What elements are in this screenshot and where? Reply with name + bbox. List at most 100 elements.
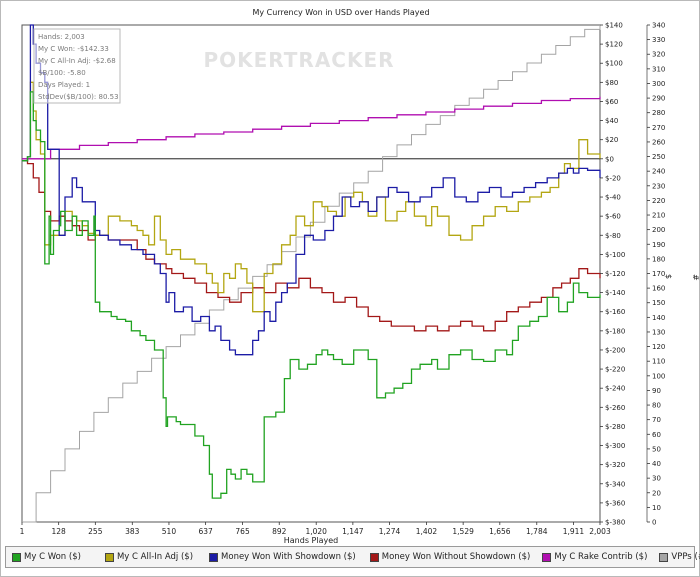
- x-tick-label: 128: [52, 527, 67, 536]
- y-tick-label: $-380: [605, 519, 625, 527]
- series-line-money-won-with-showdown: [22, 24, 601, 356]
- x-tick-label: 1,147: [342, 527, 364, 536]
- legend-label: My C Rake Contrib ($): [554, 552, 648, 562]
- legend-swatch-with-showdown: [209, 552, 219, 562]
- watermark-logo: POKERTRACKER: [203, 48, 394, 72]
- x-tick-label: 510: [162, 527, 177, 536]
- y2-tick-label: 110: [652, 358, 665, 366]
- y-tick-label: $80: [605, 79, 618, 87]
- legend-label: VPPs (#): [671, 552, 700, 562]
- y-tick-label: $-160: [605, 308, 625, 316]
- y2-tick-label: 300: [652, 80, 665, 88]
- y2-tick-label: 210: [652, 212, 665, 220]
- y2-tick-label: 30: [652, 475, 661, 483]
- y-tick-label: $60: [605, 98, 618, 106]
- y2-tick-label: 60: [652, 431, 661, 439]
- x-tick-label: 1,529: [452, 527, 474, 536]
- y-tick-label: $-60: [605, 213, 621, 221]
- legend-item-all-in-adj[interactable]: My C All-In Adj ($): [104, 552, 194, 562]
- y2-tick-label: 200: [652, 226, 665, 234]
- y-tick-label: $-340: [605, 480, 625, 488]
- legend-swatch-without-showdown: [369, 552, 379, 562]
- legend: My C Won ($) My C All-In Adj ($) Money W…: [5, 546, 700, 568]
- x-tick-label: 2,003: [589, 527, 611, 536]
- x-tick-label: 1,911: [563, 527, 585, 536]
- y-tick-label: $-100: [605, 251, 625, 259]
- x-tick-label: 1,784: [526, 527, 548, 536]
- y2-tick-label: 0: [652, 519, 656, 527]
- stats-days-played: Days Played: 1: [38, 81, 90, 89]
- y2-tick-label: 230: [652, 182, 665, 190]
- x-tick-label: 892: [272, 527, 287, 536]
- y-tick-label: $0: [605, 155, 614, 163]
- x-tick-label: 765: [235, 527, 250, 536]
- legend-label: My C All-In Adj ($): [116, 552, 194, 562]
- legend-item-vpps[interactable]: VPPs (#): [659, 552, 700, 562]
- y2-tick-label: 260: [652, 138, 665, 146]
- y2-tick-label: 100: [652, 372, 665, 380]
- y2-tick-label: 50: [652, 445, 661, 453]
- x-tick-label: 1,656: [489, 527, 511, 536]
- x-axis: 1 128 255 383 510 637 765 892 1,020 1,147 1,274 1,4…: [20, 522, 611, 536]
- x-tick-label: 1,274: [379, 527, 401, 536]
- y2-tick-label: 150: [652, 299, 665, 307]
- y-tick-label: $-300: [605, 442, 625, 450]
- y-tick-label: $-360: [605, 499, 625, 507]
- y-tick-label: $-180: [605, 327, 625, 335]
- y2-tick-label: 190: [652, 241, 665, 249]
- y2-tick-label: 330: [652, 36, 665, 44]
- y-tick-label: $40: [605, 117, 618, 125]
- y2-tick-label: 140: [652, 314, 665, 322]
- legend-item-without-showdown[interactable]: Money Won Without Showdown ($): [369, 552, 531, 562]
- y-tick-label: $-140: [605, 289, 625, 297]
- x-tick-label: 1: [20, 527, 25, 536]
- legend-item-with-showdown[interactable]: Money Won With Showdown ($): [209, 552, 356, 562]
- y2-tick-label: 220: [652, 197, 665, 205]
- y-tick-label: $120: [605, 41, 623, 49]
- series-line-vpps: [22, 25, 601, 523]
- y-tick-label: $-120: [605, 270, 625, 278]
- stats-box-background: [33, 28, 121, 104]
- y-axis-label-count: #: [691, 274, 700, 281]
- y-tick-label: $20: [605, 136, 618, 144]
- legend-label: My C Won ($): [24, 552, 81, 562]
- y-tick-label: $-260: [605, 404, 625, 412]
- legend-swatch-my-c-won: [12, 552, 21, 562]
- y-tick-label: $-80: [605, 232, 621, 240]
- stats-won: My C Won: -$142.33: [38, 45, 109, 53]
- y-axis-label-dollar: $: [664, 274, 673, 279]
- legend-label: Money Won Without Showdown ($): [381, 552, 531, 562]
- y2-tick-label: 120: [652, 343, 665, 351]
- chart-title: My Currency Won in USD over Hands Played: [252, 8, 429, 17]
- y2-tick-label: 290: [652, 95, 665, 103]
- legend-swatch-rake-contrib: [542, 552, 552, 562]
- x-tick-label: 383: [125, 527, 140, 536]
- y2-tick-label: 40: [652, 460, 661, 468]
- y2-tick-label: 250: [652, 153, 665, 161]
- y2-tick-label: 170: [652, 270, 665, 278]
- y2-tick-label: 240: [652, 168, 665, 176]
- series-layer: [22, 24, 601, 523]
- y2-tick-label: 130: [652, 328, 665, 336]
- stats-stddev: StdDev($B/100): 80.53: [38, 93, 119, 101]
- stats-hands: Hands: 2,003: [38, 33, 85, 41]
- y-tick-label: $100: [605, 60, 623, 68]
- legend-item-rake-contrib[interactable]: My C Rake Contrib ($): [542, 552, 647, 562]
- y2-tick-label: 160: [652, 285, 665, 293]
- y-tick-label: $-220: [605, 366, 625, 374]
- y2-tick-label: 340: [652, 22, 665, 30]
- series-line-my-c-rake-contrib: [22, 96, 601, 160]
- legend-label: Money Won With Showdown ($): [221, 552, 356, 562]
- y-tick-label: $-320: [605, 461, 625, 469]
- y2-tick-label: 310: [652, 65, 665, 73]
- y-tick-label: $-280: [605, 423, 625, 431]
- y-tick-label: $-40: [605, 194, 621, 202]
- y2-tick-label: 80: [652, 402, 661, 410]
- x-tick-label: 1,402: [416, 527, 438, 536]
- y2-tick-label: 280: [652, 109, 665, 117]
- y2-tick-label: 20: [652, 489, 661, 497]
- chart-svg: My Currency Won in USD over Hands Played…: [20, 8, 700, 545]
- legend-item-my-c-won[interactable]: My C Won ($): [12, 552, 81, 562]
- y2-tick-label: 90: [652, 387, 661, 395]
